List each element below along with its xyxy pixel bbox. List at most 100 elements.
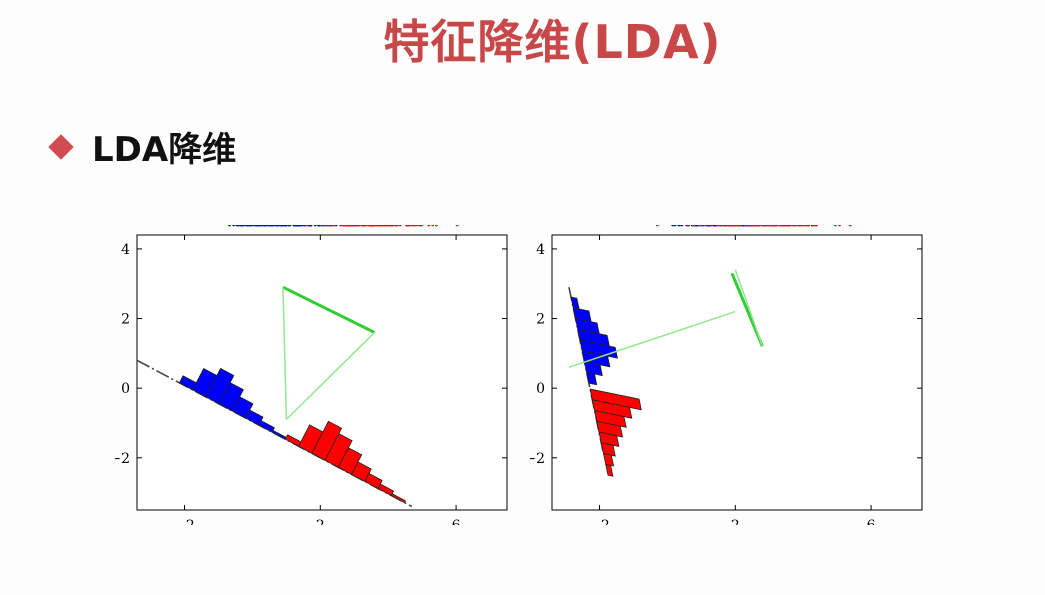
class1-hist-bar xyxy=(205,367,235,405)
x-tick-label: 6 xyxy=(867,518,876,525)
class1-point xyxy=(239,225,243,227)
class2-point xyxy=(786,225,790,227)
class2-point xyxy=(365,225,369,227)
class1-point xyxy=(313,225,317,227)
class2-point xyxy=(323,225,327,227)
class2-point xyxy=(801,225,805,227)
class2-point xyxy=(339,225,342,227)
class1-point xyxy=(284,225,288,227)
class1-point xyxy=(680,225,684,227)
class2-point xyxy=(783,225,787,227)
class2-point xyxy=(838,225,841,227)
y-tick-label: 0 xyxy=(536,381,545,397)
class1-point xyxy=(241,225,245,227)
class1-point xyxy=(254,225,258,227)
class2-point xyxy=(755,225,759,227)
class2-point xyxy=(376,225,380,227)
lda-plot-left: −2 2 6 4 2 0 −2 xyxy=(115,225,508,525)
class2-hist-bar xyxy=(591,399,633,419)
class2-point xyxy=(848,225,852,227)
class1-point xyxy=(671,225,675,227)
x-tick-label: −2 xyxy=(589,518,610,525)
plot-frame xyxy=(551,234,923,511)
mean-link-line xyxy=(282,285,376,334)
class2-point xyxy=(705,225,709,227)
y-tick-label: 2 xyxy=(536,312,545,328)
class2-point xyxy=(686,225,690,227)
class2-point xyxy=(722,225,726,227)
class2-point xyxy=(412,225,415,227)
class2-point xyxy=(384,225,388,227)
y-tick-label: −2 xyxy=(115,451,130,467)
class1-point xyxy=(228,225,231,227)
class2-point xyxy=(342,225,345,227)
class2-hist-bar xyxy=(337,447,363,475)
class2-hist-bar xyxy=(377,483,395,497)
class2-point xyxy=(738,225,742,227)
class2-point xyxy=(416,225,420,227)
class2-hist-bar xyxy=(364,472,383,490)
class2-hist-bar xyxy=(598,431,620,448)
class2-point xyxy=(709,225,713,227)
class2-point xyxy=(745,225,749,227)
class2-hist-bar xyxy=(324,433,353,468)
class2-point xyxy=(388,225,392,227)
lda-plot-right: −2 2 6 4 2 0 −2 xyxy=(530,225,923,525)
class2-point xyxy=(719,225,723,227)
class2-hist-bar xyxy=(589,388,642,411)
class2-point xyxy=(360,225,364,227)
class2-hist-bar xyxy=(596,420,624,438)
class2-point xyxy=(393,225,397,227)
class1-point xyxy=(673,225,677,227)
class2-point xyxy=(427,225,431,227)
y-tick-label: −2 xyxy=(530,451,545,467)
class2-point xyxy=(431,225,435,227)
class2-point xyxy=(771,225,775,227)
class2-hist-bar xyxy=(311,420,343,461)
class2-point xyxy=(379,225,382,227)
class2-point xyxy=(408,225,412,227)
class2-point xyxy=(699,225,703,227)
y-tick-label: 0 xyxy=(121,381,130,397)
class1-point xyxy=(677,225,681,227)
plot-frame xyxy=(136,234,508,511)
class1-point xyxy=(309,225,313,227)
class2-point xyxy=(355,225,358,227)
class1-hist-bar xyxy=(218,382,244,412)
y-tick-label: 4 xyxy=(536,242,545,258)
class2-point xyxy=(761,225,764,227)
class2-point xyxy=(732,225,736,227)
class2-point xyxy=(405,225,409,227)
class2-point xyxy=(735,225,739,227)
class1-hist-bar xyxy=(586,371,598,386)
class1-point xyxy=(232,225,236,227)
class1-point xyxy=(299,225,303,227)
x-tick-label: 2 xyxy=(731,518,740,525)
y-tick-label: 2 xyxy=(121,312,130,328)
class2-point xyxy=(833,225,837,227)
class2-point xyxy=(779,225,783,227)
class1-point xyxy=(268,225,272,227)
class1-point xyxy=(295,225,299,227)
projection-connector xyxy=(285,331,376,421)
class1-point xyxy=(302,225,306,227)
class2-point xyxy=(792,225,796,227)
class2-point xyxy=(320,225,323,227)
class2-point xyxy=(749,225,753,227)
class2-point xyxy=(803,225,807,227)
x-tick-label: −2 xyxy=(174,518,195,525)
class2-point xyxy=(369,225,373,227)
projection-connector xyxy=(282,287,288,420)
class2-point xyxy=(807,225,811,227)
x-tick-label: 2 xyxy=(316,518,325,525)
class2-point xyxy=(729,225,733,227)
class2-hist-bar xyxy=(390,493,406,504)
class1-point xyxy=(276,225,279,227)
class2-point xyxy=(758,225,762,227)
class1-point xyxy=(236,225,240,227)
bullet-text: LDA降维 xyxy=(92,130,237,170)
class2-hist-bar xyxy=(602,453,615,467)
class2-point xyxy=(766,225,770,227)
class1-hist-bar xyxy=(258,420,275,433)
y-tick-label: 4 xyxy=(121,242,130,258)
